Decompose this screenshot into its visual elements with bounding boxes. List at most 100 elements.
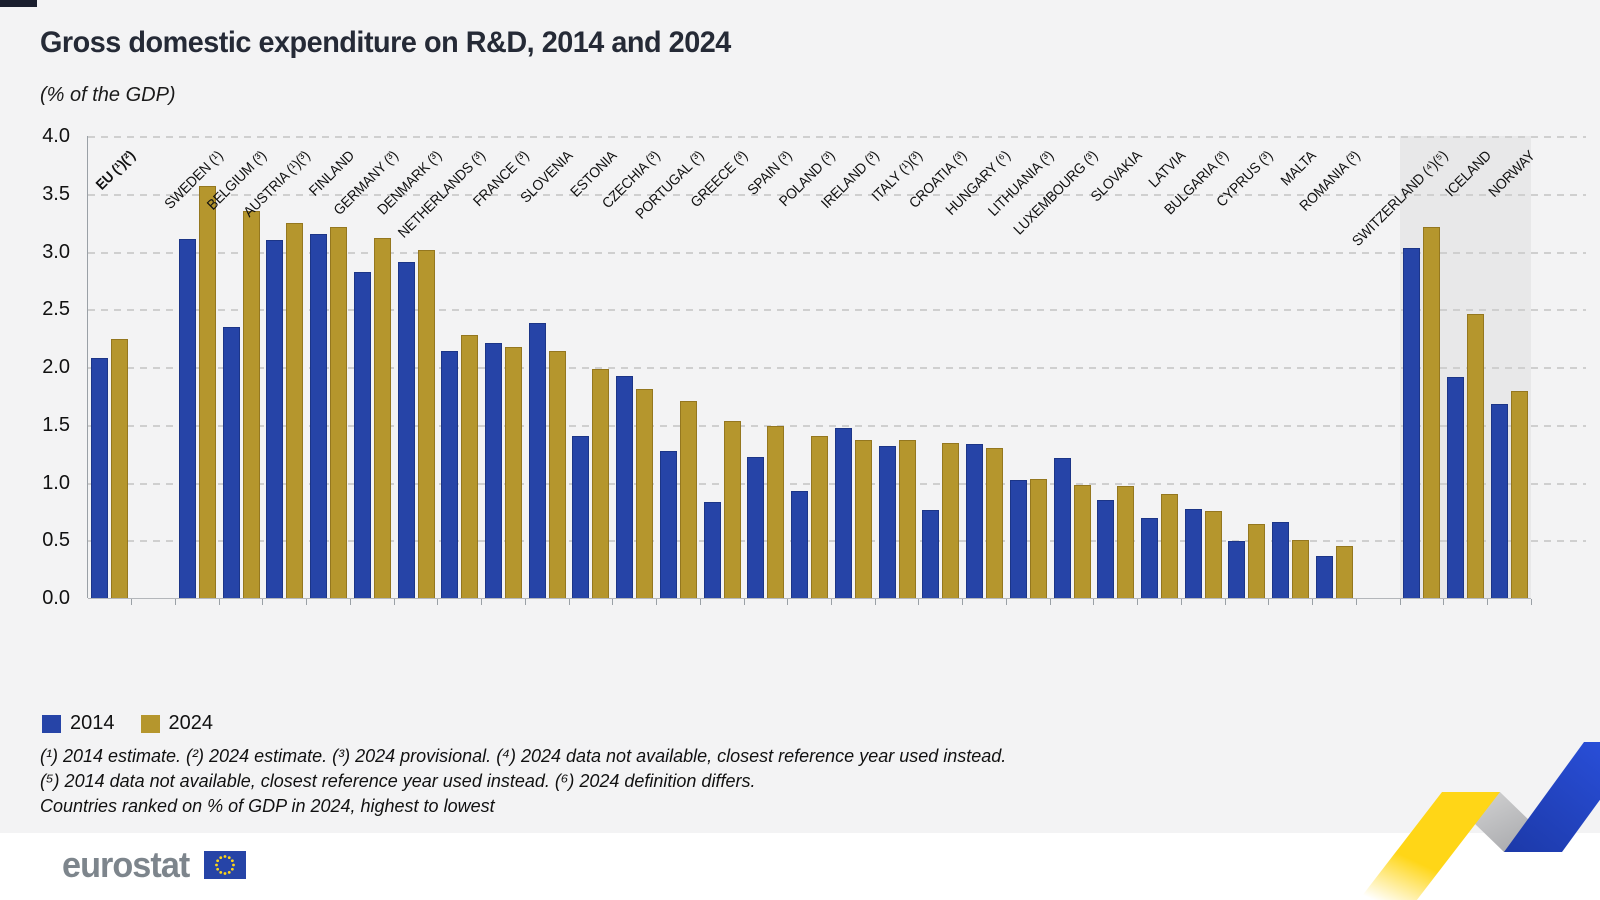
bar-2014 [484,342,502,598]
bar-2024 [198,185,216,598]
bar-2024 [942,443,960,598]
footer-strip: eurostat [0,833,1600,900]
y-tick-label: 3.0 [42,240,70,263]
bar-2014 [878,445,896,598]
bar-2014 [922,510,940,598]
bar-2014 [572,436,590,598]
country-label: SLOVAKIA [1087,148,1145,206]
bar-2024 [461,334,479,598]
country-group: SLOVENIA [518,136,576,605]
eurostat-logo: eurostat [62,844,247,886]
corner-accent-bar [0,0,37,7]
y-axis: 4.0 3.5 3.0 2.5 2.0 1.5 1.0 0.5 0.0 [30,125,76,609]
bar-2024 [1467,313,1485,598]
footnote-line-3: Countries ranked on % of GDP in 2024, hi… [40,796,495,816]
legend-item-2014: 2014 [42,712,115,735]
y-tick-label: 3.5 [42,182,70,205]
country-group: LATVIA [1138,136,1189,605]
bar-2014 [1140,518,1158,598]
ribbon-blue-segment [1504,742,1600,852]
country-group: CZECHIA (³) [600,136,664,605]
bar-2024 [111,339,129,598]
page-title: Gross domestic expenditure on R&D, 2014 … [40,26,731,59]
bar-2024 [1117,485,1135,598]
bar-2014 [1272,521,1290,598]
bar-2014 [616,376,634,598]
y-tick-label: 0.5 [42,529,70,552]
country-group: FRANCE (³) [471,136,533,605]
country-group: EU (¹)(²) [88,136,139,605]
page-subtitle: (% of the GDP) [40,84,176,106]
gridline [88,193,1586,196]
bar-2024 [1292,540,1310,598]
country-group: GREECE (³) [688,136,751,605]
bar-2014 [1403,248,1421,598]
bar-2024 [636,388,654,598]
legend-item-2024: 2024 [140,712,213,735]
bar-2014 [528,323,546,598]
gridline [88,251,1586,254]
country-group: LUXEMBOURG (³) [1011,136,1101,605]
country-group: CROATIA (³) [906,136,970,605]
bar-2014 [659,451,677,598]
bar-2014 [1315,556,1333,598]
bar-2014 [1184,509,1202,598]
footnote-line-2: (⁵) 2014 data not available, closest ref… [40,771,756,791]
bar-2014 [310,234,328,598]
y-tick-label: 0.0 [42,587,70,609]
bar-2024 [592,369,610,598]
country-group: ICELAND [1443,136,1495,605]
x-axis-baseline [88,598,1531,599]
y-tick-label: 2.5 [42,298,70,321]
bar-2024 [898,439,916,598]
country-group: BULGARIA (³) [1162,136,1232,605]
country-group: CYPRUS (³) [1214,136,1276,605]
country-group: LITHUANIA (³) [986,136,1057,605]
bar-2024 [1510,391,1528,598]
legend: 2014 2024 [42,712,213,735]
eu-flag-stars [215,855,235,875]
country-group: ITALY (¹)(³) [869,136,926,605]
legend-swatch-2024-icon [140,714,160,733]
gridline [88,136,1586,138]
bar-2014 [747,457,765,598]
bar-2024 [1335,546,1353,598]
bar-2014 [178,238,196,598]
country-group: SPAIN (³) [744,136,795,605]
gridline [88,309,1586,312]
gridline [88,424,1586,427]
bar-2014 [834,428,852,598]
ribbon-yellow-segment [1358,792,1500,900]
bar-2024 [1029,479,1047,598]
country-group: PORTUGAL (³) [633,136,708,605]
eurostat-logo-text: eurostat [62,844,190,885]
country-group: DENMARK (³) [375,136,445,605]
bar-2024 [1160,494,1178,598]
country-group: BELGIUM (³) [205,136,270,605]
y-tick-label: 1.5 [42,413,70,436]
bar-2014 [397,261,415,598]
legend-label-2014: 2014 [70,712,115,734]
bar-2024 [1073,484,1091,598]
country-group: IRELAND (³) [819,136,883,605]
country-group: NETHERLANDS (³) [396,136,489,605]
country-group: SWEDEN (¹) [162,136,227,605]
bar-2014 [703,502,721,598]
y-tick-label: 1.0 [42,471,70,494]
bar-2014 [353,272,371,598]
bar-2024 [723,421,741,598]
bar-2014 [266,239,284,598]
bar-2024 [767,425,785,598]
gridline [88,367,1586,369]
bar-2014 [1053,458,1071,598]
bar-2014 [441,350,459,598]
bar-2014 [1009,480,1027,598]
country-group: ROMANIA (³) [1297,136,1364,605]
group-spacer [1356,136,1401,605]
country-label: NORWAY [1485,148,1539,201]
country-group: NORWAY [1486,136,1539,605]
footnotes: (¹) 2014 estimate. (²) 2024 estimate. (³… [40,744,1006,819]
plot-area: EU (¹)(²) SWEDEN (¹) BELGIUM (³) AUSTRIA (¹… [87,136,1586,605]
bar-2024 [548,350,566,598]
